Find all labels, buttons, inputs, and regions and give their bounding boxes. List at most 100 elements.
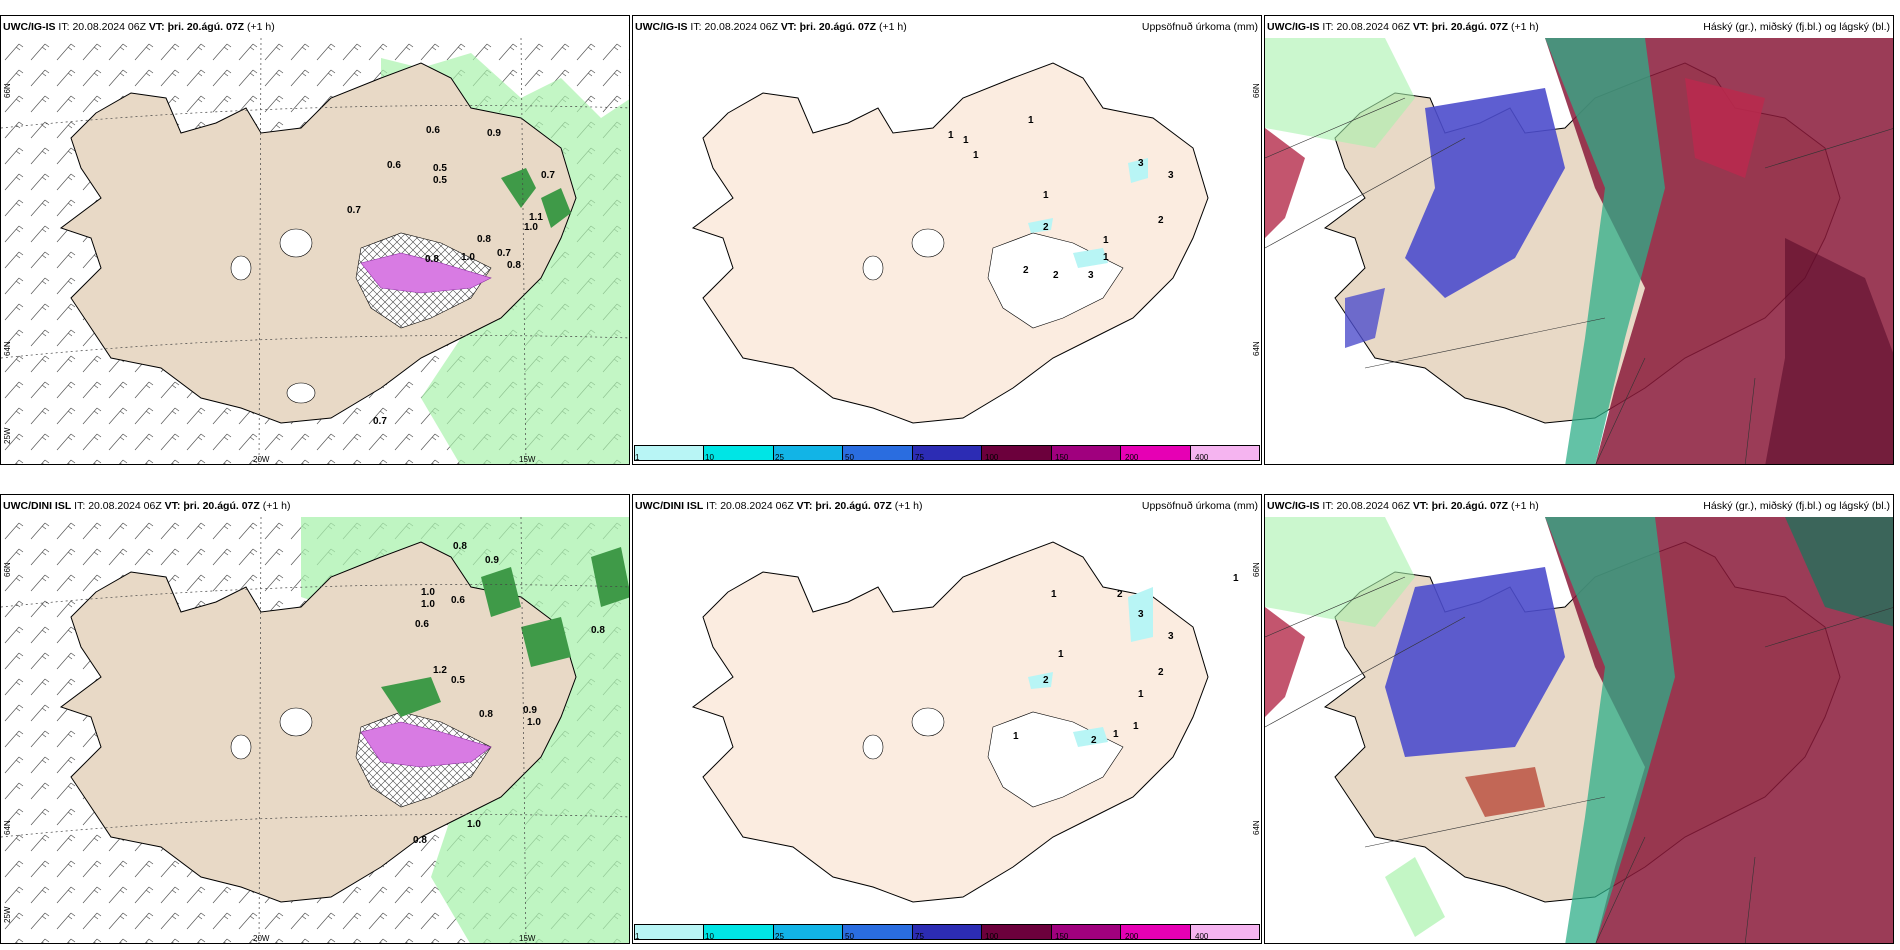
colorbar-swatch bbox=[635, 446, 705, 460]
model-name: UWC/DINI ISL bbox=[3, 500, 72, 512]
colorbar-tick: 150 bbox=[1055, 932, 1069, 941]
precip-amount-label: 3 bbox=[1138, 158, 1144, 169]
precip-amount-label: 1 bbox=[948, 130, 954, 141]
precip-label: 0.7 bbox=[497, 248, 511, 259]
colorbar-tick: 50 bbox=[845, 453, 854, 462]
precip-label: 1.0 bbox=[524, 222, 538, 233]
model-name: UWC/IG-IS bbox=[635, 21, 688, 33]
lat-label: 64N bbox=[3, 341, 12, 356]
precip-amount-label: 2 bbox=[1158, 667, 1164, 678]
precip-label: 1.0 bbox=[527, 717, 541, 728]
map-accum-precip: 1 1 1 1 1 3 3 2 2 1 2 2 3 1 66N 64N bbox=[633, 38, 1261, 464]
lead-time: (+1 h) bbox=[1510, 500, 1539, 512]
colorbar-swatch bbox=[704, 925, 774, 939]
lead-time: (+1 h) bbox=[1510, 21, 1539, 33]
precip-amount-label: 2 bbox=[1043, 222, 1049, 233]
colorbar-tick: 100 bbox=[985, 932, 999, 941]
precip-amount-label: 1 bbox=[1043, 190, 1049, 201]
colorbar-tick: 150 bbox=[1055, 453, 1069, 462]
precip-amount-label: 1 bbox=[1138, 689, 1144, 700]
colorbar-tick: 10 bbox=[705, 453, 714, 462]
valid-time: þri. 20.ágú. 07Z bbox=[815, 500, 892, 512]
precip-label: 1.0 bbox=[421, 587, 435, 598]
precip-label: 1.0 bbox=[421, 599, 435, 610]
corner-label: 25W bbox=[3, 906, 12, 923]
panel-header: UWC/DINI ISL IT: 20.08.2024 06Z VT: þri.… bbox=[1, 495, 629, 517]
lon-label: 20W bbox=[253, 934, 270, 943]
precip-label: 0.6 bbox=[451, 595, 465, 606]
colorbar-tick: 400 bbox=[1195, 453, 1209, 462]
colorbar-tick: 400 bbox=[1195, 932, 1209, 941]
init-time: 20.08.2024 06Z bbox=[720, 500, 794, 512]
map-wind-precip: 0.8 0.9 1.0 1.0 0.6 0.6 0.5 1.2 0.8 0.9 … bbox=[1, 517, 629, 943]
colorbar-swatch bbox=[1121, 925, 1191, 939]
map-cloud-cover bbox=[1265, 517, 1893, 943]
colorbar-tick: 25 bbox=[775, 453, 784, 462]
precip-label: 1.0 bbox=[461, 252, 475, 263]
colorbar-tick: 200 bbox=[1125, 932, 1139, 941]
panel-wind-precip-igis: UWC/IG-IS IT: 20.08.2024 06Z VT: þri. 20… bbox=[0, 15, 630, 465]
valid-time: þri. 20.ágú. 07Z bbox=[167, 21, 245, 33]
precip-label: 0.7 bbox=[347, 205, 361, 216]
precip-label: 0.6 bbox=[387, 160, 401, 171]
colorbar-tick: 100 bbox=[985, 453, 999, 462]
precip-label: 0.9 bbox=[485, 555, 499, 566]
valid-time: þri. 20.ágú. 07Z bbox=[183, 500, 260, 512]
colorbar-tick: 200 bbox=[1125, 453, 1139, 462]
colorbar-swatch bbox=[982, 925, 1052, 939]
precip-colorbar bbox=[633, 444, 1261, 464]
valid-time: þri. 20.ágú. 07Z bbox=[1431, 21, 1509, 33]
lat-label: 64N bbox=[1252, 820, 1261, 835]
init-time: 20.08.2024 06Z bbox=[1336, 21, 1410, 33]
init-time: 20.08.2024 06Z bbox=[704, 21, 778, 33]
precip-amount-label: 1 bbox=[1103, 252, 1109, 263]
lat-label: 66N bbox=[1252, 83, 1261, 98]
precip-amount-label: 3 bbox=[1168, 631, 1174, 642]
model-name: UWC/DINI ISL bbox=[635, 500, 704, 512]
precip-label: 0.5 bbox=[433, 163, 447, 174]
corner-label: 25W bbox=[3, 427, 12, 444]
panel-header: UWC/DINI ISL IT: 20.08.2024 06Z VT: þri.… bbox=[633, 495, 1261, 517]
precip-label: 0.7 bbox=[373, 416, 387, 427]
colorbar-swatch bbox=[1190, 925, 1259, 939]
precip-label: 0.6 bbox=[426, 125, 440, 136]
precip-label: 0.7 bbox=[541, 170, 555, 181]
colorbar-swatch bbox=[843, 925, 913, 939]
precip-label: 0.8 bbox=[507, 260, 521, 271]
lon-label: 15W bbox=[519, 934, 536, 943]
model-name: UWC/IG-IS bbox=[3, 21, 56, 33]
colorbar-swatch bbox=[912, 446, 983, 460]
precip-label: 0.9 bbox=[523, 705, 537, 716]
panel-header: UWC/IG-IS IT: 20.08.2024 06Z VT: þri. 20… bbox=[1, 16, 629, 38]
precip-amount-label: 1 bbox=[1051, 589, 1057, 600]
map-cloud-cover bbox=[1265, 38, 1893, 464]
precip-label: 0.8 bbox=[591, 625, 605, 636]
lead-time: (+1 h) bbox=[246, 21, 275, 33]
precip-amount-label: 1 bbox=[1058, 649, 1064, 660]
model-name: UWC/IG-IS bbox=[1267, 500, 1320, 512]
precip-amount-label: 1 bbox=[963, 135, 969, 146]
panel-clouds-dini: UWC/IG-IS IT: 20.08.2024 06Z VT: þri. 20… bbox=[1264, 494, 1894, 944]
panel-title: Háský (gr.), miðský (fj.bl.) og lágský (… bbox=[1703, 500, 1890, 512]
colorbar-swatch bbox=[773, 446, 844, 460]
precip-label: 1.2 bbox=[433, 665, 447, 676]
colorbar-swatch bbox=[982, 446, 1052, 460]
valid-time: þri. 20.ágú. 07Z bbox=[799, 21, 877, 33]
precip-label: 1.0 bbox=[467, 819, 481, 830]
precip-amount-label: 3 bbox=[1168, 170, 1174, 181]
panel-header: UWC/IG-IS IT: 20.08.2024 06Z VT: þri. 20… bbox=[633, 16, 1261, 38]
precip-label: 0.8 bbox=[477, 234, 491, 245]
precip-label: 1.1 bbox=[529, 212, 543, 223]
precip-amount-label: 2 bbox=[1043, 675, 1049, 686]
panel-title: Uppsöfnuð úrkoma (mm) bbox=[1141, 21, 1258, 33]
panel-header: UWC/IG-IS IT: 20.08.2024 06Z VT: þri. 20… bbox=[1265, 495, 1893, 517]
colorbar-tick: 1 bbox=[635, 932, 640, 941]
colorbar-swatch bbox=[1051, 446, 1122, 460]
model-name: UWC/IG-IS bbox=[1267, 21, 1320, 33]
precip-label: 0.5 bbox=[433, 175, 447, 186]
colorbar-tick: 75 bbox=[915, 932, 924, 941]
lead-time: (+1 h) bbox=[878, 21, 907, 33]
precip-label: 0.8 bbox=[479, 709, 493, 720]
init-time: 20.08.2024 06Z bbox=[72, 21, 146, 33]
lon-label: 15W bbox=[519, 455, 536, 464]
